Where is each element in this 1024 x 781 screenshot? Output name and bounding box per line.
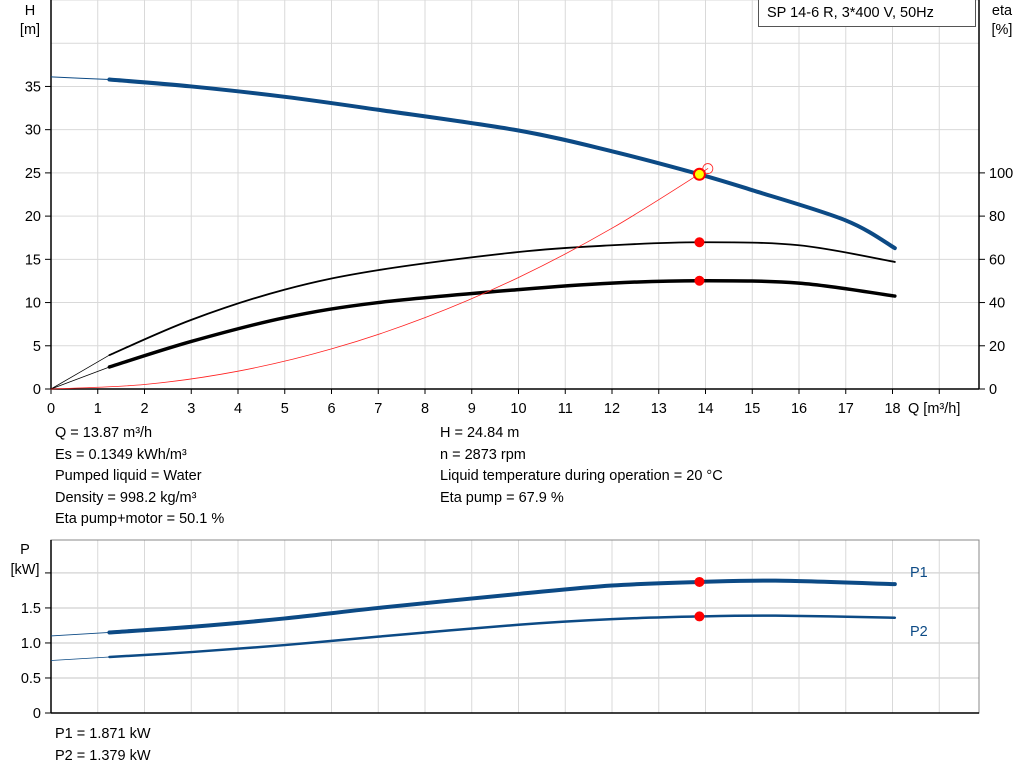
P1-point-marker xyxy=(694,576,705,587)
p1-series-label: P1 xyxy=(910,565,928,581)
y-tick-label-left: 15 xyxy=(25,252,41,268)
y-tick-label-left: 25 xyxy=(25,166,41,182)
x-axis-label: Q [m³/h] xyxy=(908,401,960,417)
y-tick-label-left: 5 xyxy=(33,339,41,355)
power-y-tick-label: 0.5 xyxy=(21,671,41,687)
y-tick-label-left: 30 xyxy=(25,123,41,139)
x-tick-label: 6 xyxy=(327,401,335,417)
x-tick-label: 17 xyxy=(838,401,854,417)
eta-pump-curve-extension xyxy=(50,354,110,390)
info-speed: n = 2873 rpm xyxy=(440,446,526,463)
power-axis-label-unit: [kW] xyxy=(11,562,40,578)
info-pumped-liquid: Pumped liquid = Water xyxy=(55,468,202,484)
x-tick-label: 13 xyxy=(651,401,667,417)
x-tick-label: 7 xyxy=(374,401,382,417)
y-tick-label-right: 20 xyxy=(989,339,1005,355)
eta-pump-point-marker xyxy=(694,237,705,248)
power-info: P1 = 1.871 kW P2 = 1.379 kW xyxy=(55,724,151,767)
x-tick-label: 9 xyxy=(468,401,476,417)
p2-curve xyxy=(108,614,897,659)
y-axis-label-right-unit: [%] xyxy=(992,22,1013,38)
power-y-tick-label: 1.5 xyxy=(21,601,41,617)
info-p1: P1 = 1.871 kW xyxy=(55,726,151,742)
y-tick-label-right: 0 xyxy=(989,382,997,398)
duty-info-right: H = 24.84 m n = 2873 rpm Liquid temperat… xyxy=(440,423,723,509)
info-density: Density = 998.2 kg/m³ xyxy=(55,489,197,506)
x-tick-label: 12 xyxy=(604,401,620,417)
eta-pump-motor-point-marker xyxy=(694,275,705,286)
y-axis-label-right-name: eta xyxy=(992,3,1013,19)
p1-curve-extension xyxy=(50,632,110,637)
system-curve-end-marker xyxy=(702,163,714,174)
x-tick-label: 8 xyxy=(421,401,429,417)
info-head: H = 24.84 m xyxy=(440,425,520,441)
y-tick-label-left: 10 xyxy=(25,296,41,312)
power-y-tick-label: 0 xyxy=(33,706,41,722)
x-tick-label: 0 xyxy=(47,401,55,417)
x-tick-label: 14 xyxy=(697,401,713,417)
pump-model-label: SP 14-6 R, 3*400 V, 50Hz xyxy=(758,0,976,27)
info-eta-pump-motor: Eta pump+motor = 50.1 % xyxy=(55,511,225,527)
x-tick-label: 15 xyxy=(744,401,760,417)
x-tick-label: 3 xyxy=(187,401,195,417)
x-tick-label: 18 xyxy=(884,401,900,417)
info-flow: Q = 13.87 m³/h xyxy=(55,425,153,441)
eta-pump-motor-curve xyxy=(107,278,897,369)
info-p2: P2 = 1.379 kW xyxy=(55,747,151,764)
info-liquid-temperature: Liquid temperature during operation = 20… xyxy=(440,468,723,484)
x-tick-label: 11 xyxy=(558,401,573,417)
eta-pump-curve xyxy=(108,241,896,356)
y-axis-label-left-name: H xyxy=(25,3,35,19)
p1-curve xyxy=(107,578,897,635)
info-eta-pump: Eta pump = 67.9 % xyxy=(440,489,564,506)
eta-pump-motor-curve-extension xyxy=(50,366,110,390)
duty-info-left: Q = 13.87 m³/h Es = 0.1349 kWh/m³ Pumped… xyxy=(55,423,224,531)
p2-series-label: P2 xyxy=(910,624,928,640)
x-tick-label: 5 xyxy=(281,401,289,417)
H-curve xyxy=(107,77,897,251)
y-tick-label-right: 60 xyxy=(989,252,1005,268)
info-specific-energy: Es = 0.1349 kWh/m³ xyxy=(55,446,187,463)
power-axis-label-name: P xyxy=(20,542,30,558)
x-tick-label: 10 xyxy=(510,401,526,417)
H-curve-extension xyxy=(50,76,110,81)
system-curve-curve xyxy=(50,168,709,390)
power-y-tick-label: 1.0 xyxy=(21,636,41,652)
P2-point-marker xyxy=(694,611,705,622)
y-tick-label-left: 35 xyxy=(25,79,41,95)
x-tick-label: 4 xyxy=(234,401,242,417)
x-tick-label: 1 xyxy=(94,401,102,417)
y-axis-label-left-unit: [m] xyxy=(20,22,40,38)
y-tick-label-left: 20 xyxy=(25,209,41,225)
x-tick-label: 2 xyxy=(140,401,148,417)
x-tick-label: 16 xyxy=(791,401,807,417)
y-tick-label-right: 100 xyxy=(989,166,1013,182)
y-tick-label-left: 0 xyxy=(33,382,41,398)
y-tick-label-right: 80 xyxy=(989,209,1005,225)
y-tick-label-right: 40 xyxy=(989,296,1005,312)
duty-point-marker xyxy=(692,167,706,181)
p2-curve-extension xyxy=(50,656,110,661)
